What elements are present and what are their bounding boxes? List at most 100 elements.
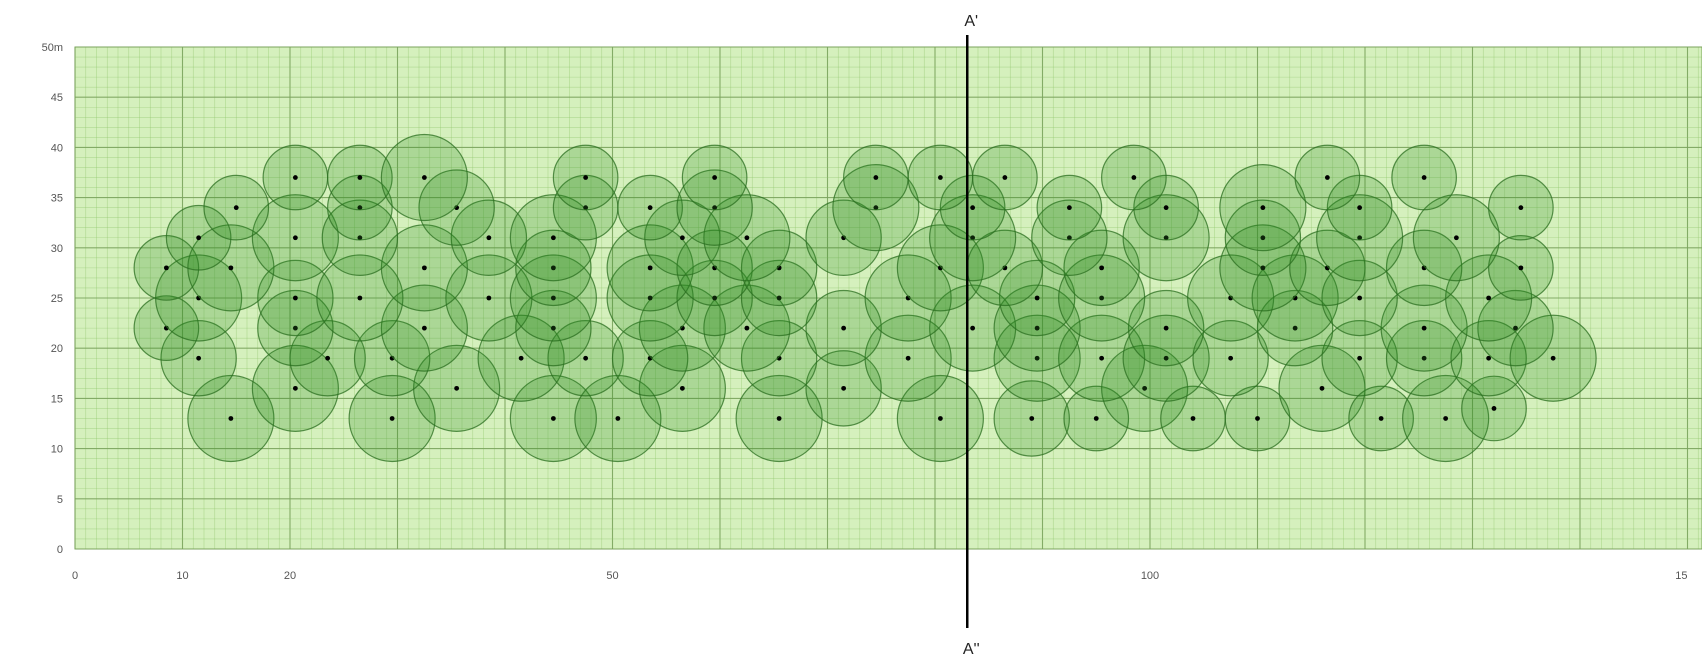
tree-trunk-point — [1421, 175, 1427, 180]
tree-trunk-point — [357, 205, 363, 211]
tree-trunk-point — [1190, 416, 1196, 421]
tree-trunk-point — [292, 385, 298, 391]
tree-trunk-point — [1357, 355, 1363, 361]
tree-trunk-point — [1319, 385, 1325, 391]
tree-trunk-point — [1421, 355, 1427, 361]
tree-trunk-point — [583, 355, 589, 361]
axes: 0 5 10 15 20 25 30 35 40 45 50m 0 10 20 50 100 15 — [42, 42, 1688, 582]
tree-trunk-point — [357, 235, 363, 241]
x-tick-label: 15 — [1675, 570, 1687, 582]
tree-trunk-point — [550, 325, 556, 331]
tree-trunk-point — [1228, 355, 1234, 361]
y-tick-label: 0 — [57, 544, 63, 556]
section-label-bottom: A'' — [963, 641, 980, 658]
tree-trunk-point — [583, 175, 589, 180]
tree-trunk-point — [325, 355, 331, 361]
tree-trunk-point — [1518, 265, 1524, 271]
y-tick-label: 40 — [51, 142, 63, 154]
y-tick-label: 45 — [51, 92, 63, 104]
tree-trunk-point — [163, 265, 169, 271]
tree-trunk-point — [486, 295, 492, 301]
x-tick-label: 50 — [606, 570, 618, 582]
tree-trunk-point — [1260, 205, 1266, 211]
tree-trunk-point — [1443, 416, 1449, 421]
tree-trunk-point — [905, 355, 911, 361]
tree-trunk-point — [679, 385, 685, 391]
tree-trunk-point — [583, 205, 589, 211]
tree-trunk-point — [1163, 205, 1169, 211]
tree-trunk-point — [776, 416, 782, 421]
tree-trunk-point — [647, 205, 653, 211]
y-tick-label: 15 — [51, 393, 63, 405]
tree-trunk-point — [841, 325, 847, 331]
y-tick-label: 30 — [51, 243, 63, 255]
tree-trunk-point — [712, 205, 718, 211]
y-tick-label: 35 — [51, 193, 63, 205]
y-tick-label: 10 — [51, 444, 63, 456]
tree-trunk-point — [1421, 325, 1427, 331]
tree-trunk-point — [1029, 416, 1035, 421]
x-tick-label: 10 — [176, 570, 188, 582]
tree-trunk-point — [1357, 205, 1363, 211]
tree-trunk-point — [615, 416, 621, 421]
x-tick-label: 0 — [72, 570, 78, 582]
tree-trunk-point — [518, 355, 524, 361]
tree-trunk-point — [712, 295, 718, 301]
tree-trunk-point — [1163, 325, 1169, 331]
tree-trunk-point — [712, 175, 718, 180]
tree-trunk-point — [196, 355, 202, 361]
tree-trunk-point — [1357, 295, 1363, 301]
tree-trunk-point — [1142, 385, 1148, 391]
tree-trunk-point — [1255, 416, 1260, 421]
y-tick-label: 25 — [51, 293, 63, 305]
tree-trunk-point — [357, 295, 363, 301]
tree-trunk-point — [647, 265, 653, 271]
canopy-layer — [133, 133, 1597, 463]
tree-trunk-point — [1357, 235, 1363, 241]
tree-trunk-point — [970, 205, 976, 211]
tree-trunk-point — [744, 325, 750, 331]
tree-trunk-point — [1491, 406, 1497, 411]
tree-trunk-point — [228, 416, 234, 421]
section-label-top: A' — [964, 13, 978, 30]
tree-trunk-point — [550, 265, 556, 271]
tree-trunk-point — [196, 235, 202, 241]
tree-trunk-point — [292, 175, 298, 180]
tree-trunk-point — [970, 235, 976, 241]
tree-trunk-point — [1002, 175, 1008, 180]
tree-trunk-point — [647, 295, 653, 301]
tree-trunk-point — [1034, 355, 1040, 361]
tree-trunk-point — [873, 175, 879, 180]
tree-trunk-point — [1099, 295, 1105, 301]
tree-trunk-point — [421, 325, 427, 331]
tree-trunk-point — [1513, 325, 1518, 331]
y-tick-label: 50m — [42, 42, 63, 54]
tree-trunk-point — [421, 265, 427, 271]
tree-trunk-point — [233, 205, 239, 211]
x-tick-label: 20 — [284, 570, 296, 582]
tree-trunk-point — [1324, 175, 1330, 180]
tree-trunk-point — [1099, 355, 1105, 361]
tree-trunk-point — [550, 235, 556, 241]
tree-trunk-point — [1378, 416, 1384, 421]
tree-trunk-point — [1034, 325, 1040, 331]
tree-trunk-point — [1131, 175, 1137, 180]
tree-trunk-point — [357, 175, 363, 180]
tree-trunk-point — [550, 295, 556, 301]
tree-trunk-point — [486, 235, 492, 241]
tree-trunk-point — [292, 295, 298, 301]
tree-trunk-point — [937, 175, 943, 180]
tree-trunk-point — [1486, 355, 1492, 361]
tree-trunk-point — [937, 416, 943, 421]
tree-trunk-point — [1550, 355, 1556, 361]
tree-trunk-point — [744, 235, 750, 241]
tree-trunk-point — [1292, 325, 1298, 331]
tree-trunk-point — [292, 325, 298, 331]
tree-trunk-point — [454, 385, 460, 391]
tree-trunk-point — [1163, 235, 1169, 241]
tree-trunk-point — [1066, 205, 1072, 211]
tree-trunk-point — [970, 325, 976, 331]
tree-trunk-point — [550, 416, 556, 421]
tree-trunk-point — [1099, 265, 1105, 271]
